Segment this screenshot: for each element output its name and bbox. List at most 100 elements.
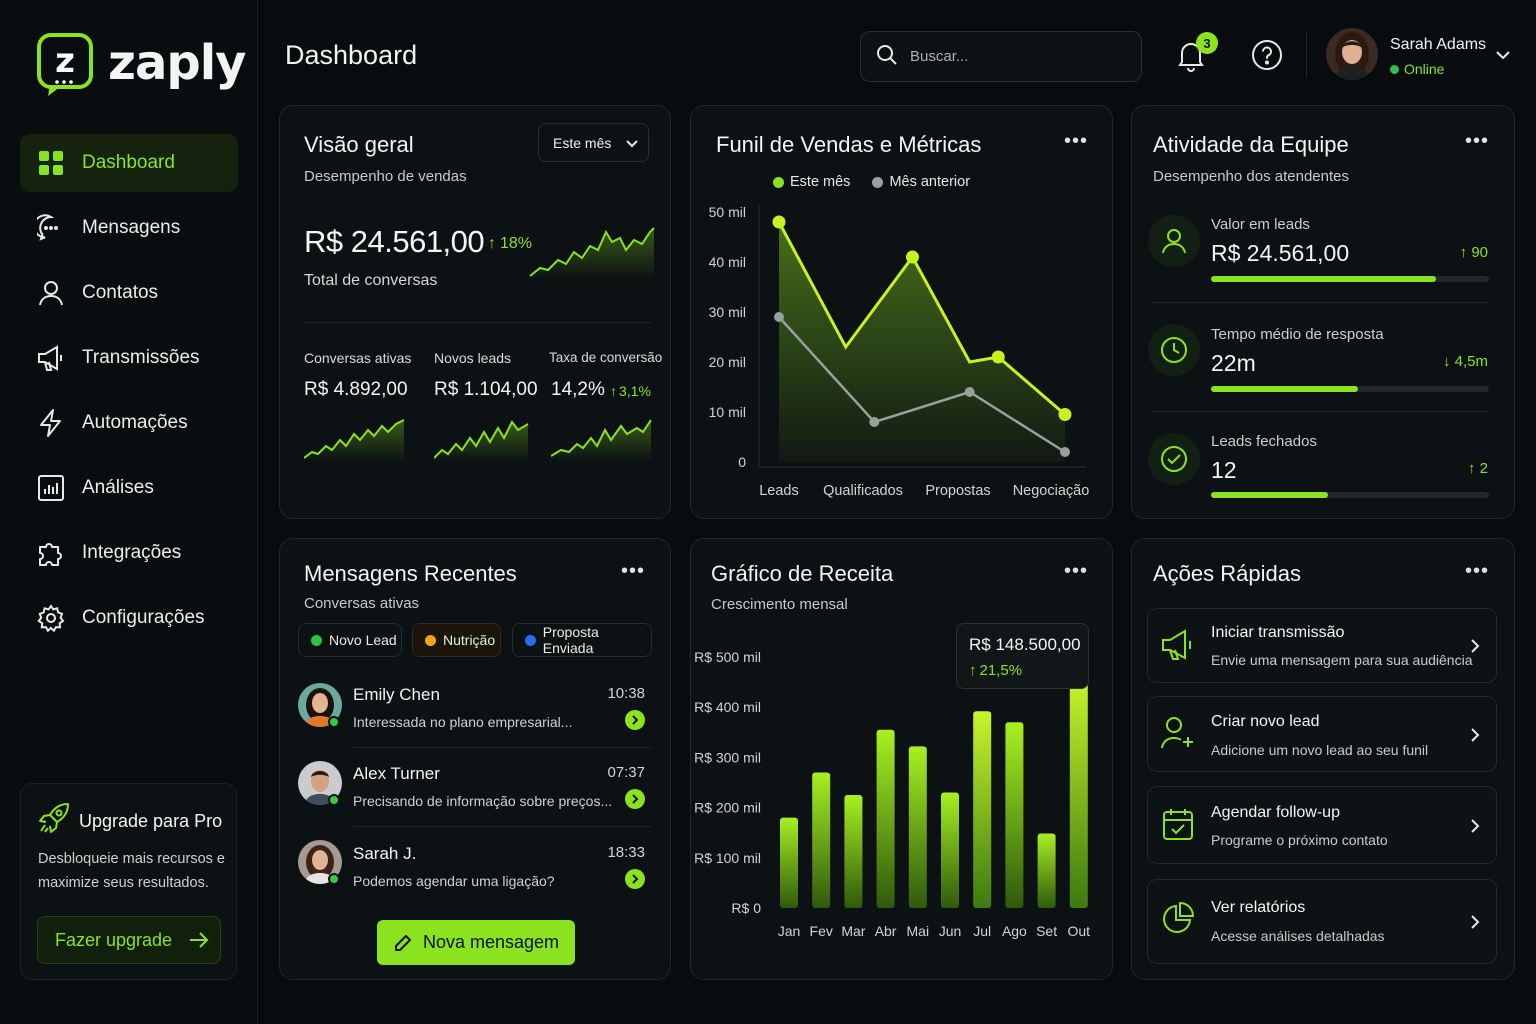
sidebar-item-configuracoes[interactable]: Configurações: [20, 589, 238, 647]
sidebar-item-analises[interactable]: Análises: [20, 459, 238, 517]
sparkline-taxa: [551, 419, 652, 462]
logo[interactable]: z zaply: [36, 32, 246, 96]
divider: [304, 322, 651, 323]
bolt-icon: [36, 408, 66, 438]
divider: [1151, 302, 1489, 303]
sidebar-item-label: Dashboard: [82, 152, 175, 173]
sidebar-item-label: Configurações: [82, 607, 205, 628]
action-title: Iniciar transmissão: [1211, 624, 1345, 641]
y-tick-label: 20 mil: [709, 354, 746, 370]
progress-bar: [1211, 492, 1489, 498]
messages-subtitle: Conversas ativas: [304, 595, 420, 612]
check-circle-icon: [1148, 433, 1200, 485]
period-select[interactable]: Este mês: [538, 123, 649, 162]
x-tick-label: Leads: [759, 483, 799, 499]
team-row-delta: ↓ 4,5m: [1408, 353, 1488, 370]
chevron-right-icon[interactable]: [625, 789, 645, 809]
bar-chart-icon: [36, 473, 66, 503]
upgrade-button-label: Fazer upgrade: [55, 929, 173, 950]
sidebar-item-contatos[interactable]: Contatos: [20, 264, 238, 322]
x-tick-label: Ago: [1002, 923, 1027, 939]
action-create-lead[interactable]: Criar novo lead Adicione um novo lead ao…: [1147, 696, 1497, 772]
filter-chip-novo-lead[interactable]: Novo Lead: [298, 623, 402, 657]
total-delta-value: 18%: [500, 235, 533, 252]
gear-icon: [36, 603, 66, 633]
calendar-icon: [1160, 806, 1196, 842]
overview-card: Visão geral Desempenho de vendas Este mê…: [279, 105, 671, 519]
status-dot: [1390, 64, 1399, 74]
sidebar-item-integracoes[interactable]: Integrações: [20, 524, 238, 582]
progress-bar-fill: [1211, 492, 1328, 498]
filter-chip-label: Proposta Enviada: [542, 624, 599, 656]
y-tick-label: 0: [738, 454, 746, 470]
chevron-right-icon[interactable]: [625, 869, 645, 889]
page-title: Dashboard: [285, 40, 418, 70]
user-name[interactable]: Sarah Adams: [1390, 36, 1487, 53]
grid-icon: [36, 148, 66, 178]
user-status-label: Online: [1404, 61, 1445, 77]
sidebar-item-mensagens[interactable]: Mensagens: [20, 199, 238, 257]
overview-subtitle: Desempenho de vendas: [304, 168, 467, 185]
action-title: Agendar follow-up: [1211, 804, 1340, 821]
chevron-right-icon[interactable]: [625, 710, 645, 730]
data-point-este-mes: [1058, 408, 1072, 421]
pencil-icon: [393, 933, 413, 953]
y-tick-label: R$ 200 mil: [694, 800, 761, 816]
revenue-title: Gráfico de Receita: [711, 561, 894, 586]
more-menu-icon[interactable]: •••: [620, 560, 645, 582]
metric-label: Taxa de conversão: [549, 350, 663, 365]
bell-icon[interactable]: [1174, 38, 1208, 72]
message-time: 10:38: [607, 685, 645, 702]
messages-title: Mensagens Recentes: [304, 561, 517, 586]
chevron-right-icon: [1468, 915, 1482, 929]
chevron-right-icon: [1468, 819, 1482, 833]
period-select-value: Este mês: [553, 134, 612, 151]
action-view-reports[interactable]: Ver relatórios Acesse análises detalhada…: [1147, 879, 1497, 964]
arrow-up-icon: ↑: [969, 662, 977, 679]
message-preview: Precisando de informação sobre preços...: [353, 793, 613, 809]
data-point-este-mes: [991, 350, 1005, 364]
sidebar-item-dashboard[interactable]: Dashboard: [20, 134, 238, 192]
search-input[interactable]: Buscar...: [860, 31, 1142, 82]
data-point-mes-anterior: [774, 312, 784, 322]
total-delta: ↑ 18%: [488, 235, 532, 253]
chevron-down-icon[interactable]: [1494, 46, 1512, 64]
sidebar-item-transmissoes[interactable]: Transmissões: [20, 329, 238, 387]
more-menu-icon[interactable]: •••: [1464, 560, 1489, 582]
sidebar-item-label: Análises: [82, 477, 154, 498]
filter-chip-label: Novo Lead: [329, 632, 397, 648]
help-icon[interactable]: [1251, 39, 1285, 73]
avatar[interactable]: [1326, 28, 1378, 80]
action-start-broadcast[interactable]: Iniciar transmissão Envie uma mensagem p…: [1147, 608, 1497, 683]
team-row-value: 12: [1211, 457, 1237, 483]
team-row-label: Tempo médio de resposta: [1211, 326, 1384, 343]
overview-title: Visão geral: [304, 132, 414, 157]
data-point-mes-anterior: [1060, 447, 1070, 457]
team-row-value: R$ 24.561,00: [1211, 240, 1350, 266]
action-description: Adicione um novo lead ao seu funil: [1211, 742, 1429, 758]
more-menu-icon[interactable]: •••: [1063, 560, 1088, 582]
data-point-mes-anterior: [869, 417, 880, 427]
new-message-button[interactable]: Nova mensagem: [377, 920, 575, 965]
filter-chip-proposta[interactable]: Proposta Enviada: [512, 623, 652, 657]
x-tick-label: Jan: [778, 923, 801, 939]
x-tick-label: Jun: [939, 923, 962, 939]
megaphone-icon: [1160, 627, 1196, 663]
bar: [812, 772, 831, 908]
upgrade-button[interactable]: Fazer upgrade: [37, 916, 221, 964]
filter-chip-nutricao[interactable]: Nutrição: [412, 623, 501, 657]
message-preview: Interessada no plano empresarial...: [353, 714, 573, 730]
tooltip-value: R$ 148.500,00: [969, 635, 1081, 654]
bar: [1005, 722, 1024, 908]
series-line-este-mes: [777, 221, 1066, 416]
action-schedule-followup[interactable]: Agendar follow-up Programe o próximo con…: [1147, 786, 1497, 864]
action-description: Envie uma mensagem para sua audiência: [1211, 652, 1473, 668]
team-row-delta-value: 4,5m: [1454, 353, 1488, 370]
sidebar-item-automacoes[interactable]: Automações: [20, 394, 238, 452]
more-menu-icon[interactable]: •••: [1464, 130, 1489, 152]
sidebar-item-label: Transmissões: [82, 347, 200, 368]
more-menu-icon[interactable]: •••: [1063, 130, 1088, 152]
funnel-chart: 0 10 mil 20 mil 30 mil 40 mil 50 mil Leads Qual…: [709, 204, 1090, 499]
user-icon: [36, 278, 66, 308]
message-sender: Alex Turner: [353, 764, 440, 783]
